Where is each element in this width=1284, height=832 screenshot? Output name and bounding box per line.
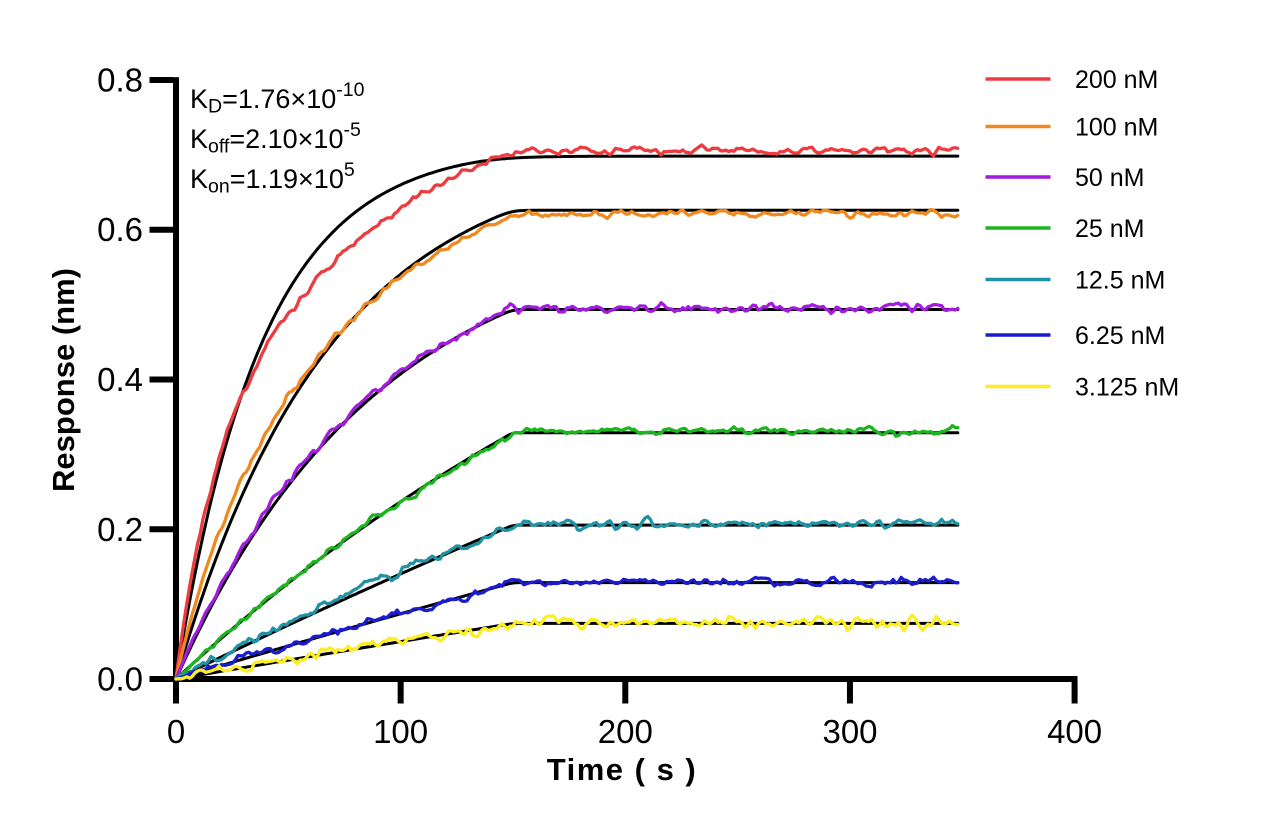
svg-text:25 nM: 25 nM [1075,215,1144,243]
svg-text:0.4: 0.4 [97,361,143,398]
svg-text:0.2: 0.2 [97,511,143,548]
svg-text:Time ( s ): Time ( s ) [547,752,698,787]
svg-text:100: 100 [373,713,428,750]
svg-text:6.25 nM: 6.25 nM [1075,322,1165,350]
svg-text:3.125 nM: 3.125 nM [1075,373,1179,401]
svg-text:Response (nm): Response (nm) [46,268,81,492]
svg-text:50 nM: 50 nM [1075,164,1144,192]
svg-text:200: 200 [598,713,653,750]
svg-text:100 nM: 100 nM [1075,113,1158,141]
svg-text:0.6: 0.6 [97,211,143,248]
svg-text:0.0: 0.0 [97,661,143,698]
svg-text:200 nM: 200 nM [1075,66,1158,94]
svg-text:300: 300 [822,713,877,750]
svg-text:0.8: 0.8 [97,62,143,99]
svg-text:12.5 nM: 12.5 nM [1075,266,1165,294]
svg-text:0: 0 [167,713,185,750]
svg-text:400: 400 [1047,713,1102,750]
